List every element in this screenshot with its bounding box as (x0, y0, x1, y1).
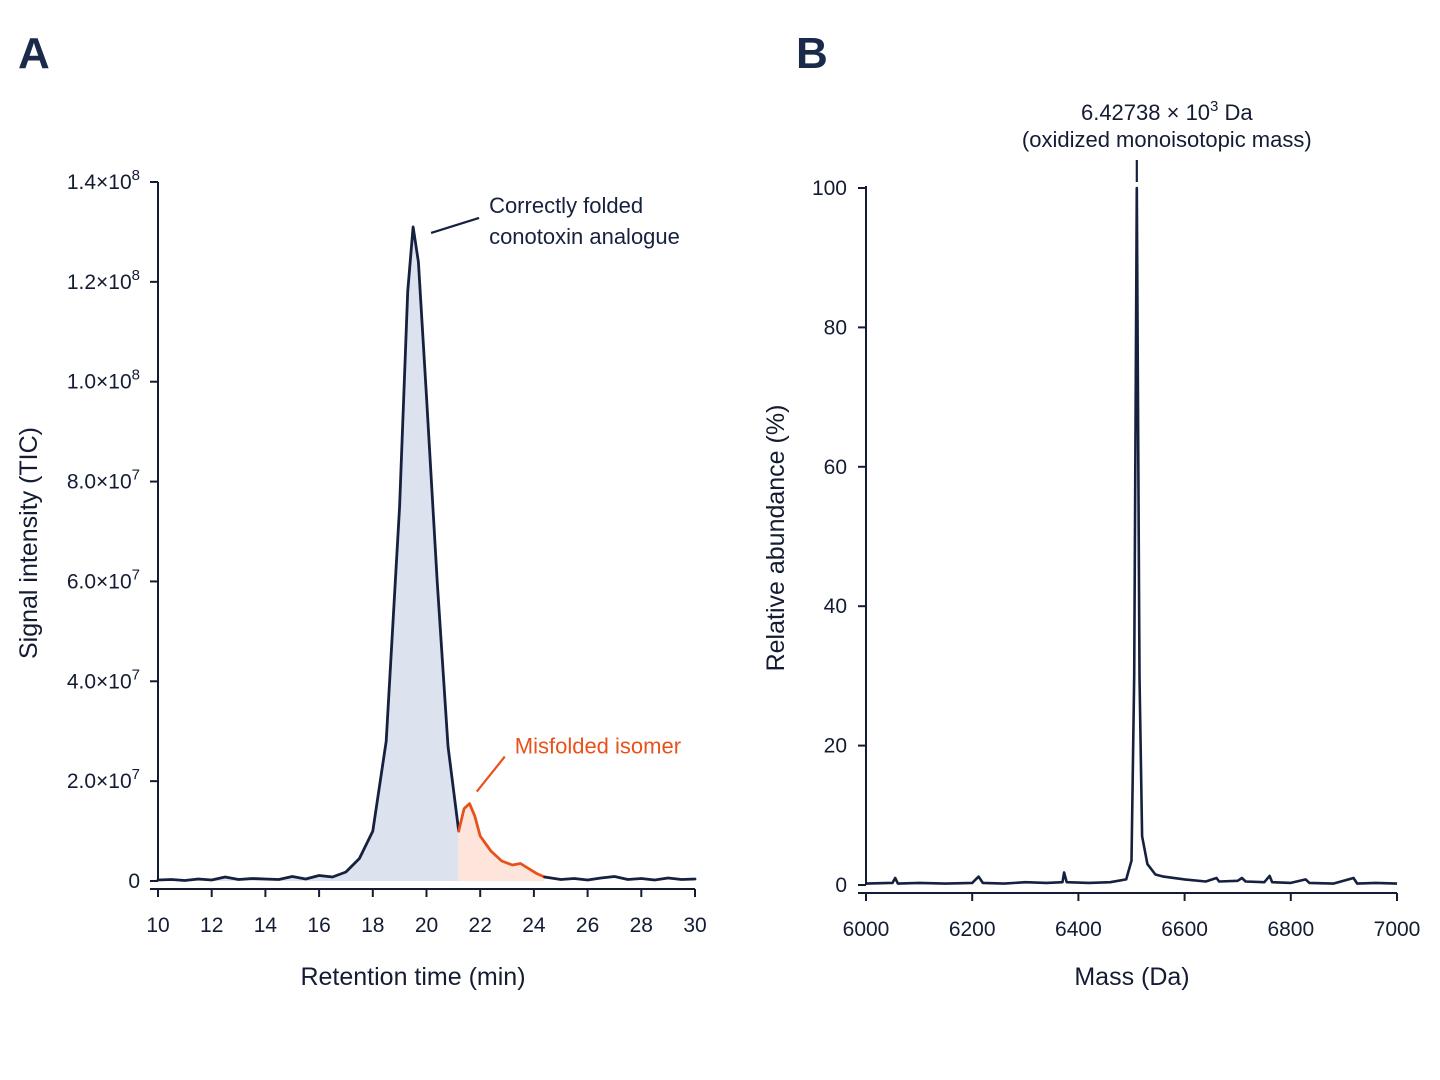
chart-b-peak-mass-label: 6.42738 × 103 Da (1081, 98, 1253, 125)
panel-a-label: A (18, 29, 50, 78)
chart-a-area-1 (458, 803, 545, 881)
chart-b-y-tick-label: 100 (812, 177, 847, 200)
chart-a-x-tick-label: 30 (683, 914, 706, 937)
chart-b-y-tick-label: 80 (824, 316, 847, 339)
chart-a-x-tick-label: 12 (200, 914, 223, 937)
chart-a-annotation-correct-folded: Correctly folded (489, 193, 643, 218)
chart-a-y-tick-label: 6.0×107 (67, 566, 140, 593)
chart-a-x-tick-label: 18 (361, 914, 384, 937)
chart-a-series-line-2 (543, 875, 697, 882)
chart-a-x-tick-label: 14 (254, 914, 278, 937)
chart-a-y-tick-label: 4.0×107 (67, 666, 140, 693)
chart-b-y-tick-label: 20 (824, 735, 847, 758)
chart-a-x-tick-label: 28 (630, 914, 653, 937)
chart-a-annotation-correct-folded: conotoxin analogue (489, 224, 680, 249)
chart-a-series-line-0 (156, 225, 461, 882)
chart-b-x-tick-label: 7000 (1374, 918, 1421, 941)
chart-a-annotation-misfolded: Misfolded isomer (515, 734, 681, 759)
chart-a: 10 12 14 16 18 20 22 24 26 28 30 0 2.0×107 4.0×107 6.0… (15, 167, 707, 991)
chart-a-x-tick-label: 24 (522, 914, 546, 937)
chart-a-x-axis-title: Retention time (min) (300, 963, 525, 991)
chart-a-annotation-leader (475, 755, 506, 793)
chart-a-y-tick-label: 1.2×108 (67, 267, 140, 294)
chart-b-x-tick-label: 6400 (1055, 918, 1102, 941)
chart-a-y-axis-title: Signal intensity (TIC) (15, 427, 43, 659)
chart-a-x-tick-label: 20 (415, 914, 438, 937)
chart-b-x-tick-label: 6000 (843, 918, 890, 941)
chart-b-x-tick-label: 6200 (949, 918, 996, 941)
chart-a-x-tick-label: 10 (146, 914, 169, 937)
chart-b-y-tick-label: 40 (824, 595, 847, 618)
chart-a-x-tick-label: 22 (469, 914, 492, 937)
chart-a-y-tick-label: 1.4×108 (67, 167, 140, 194)
chart-b-x-tick-label: 6600 (1161, 918, 1208, 941)
panel-b-label: B (796, 29, 828, 78)
chart-b-y-axis-title: Relative abundance (%) (762, 405, 790, 672)
chart-b: 6000 6200 6400 6600 6800 7000 0 20 40 60 80 100 Mas… (762, 98, 1420, 991)
chart-b-series-line-0 (865, 186, 1398, 885)
chart-b-y-tick-label: 60 (824, 456, 847, 479)
chart-a-y-tick-label: 0 (128, 870, 140, 893)
chart-a-y-tick-label: 1.0×108 (67, 367, 140, 394)
chart-a-series-line-1 (457, 802, 546, 879)
chart-b-x-tick-label: 6800 (1267, 918, 1314, 941)
chart-a-x-tick-label: 16 (307, 914, 330, 937)
chart-b-peak-mass-note: (oxidized monoisotopic mass) (1022, 127, 1312, 152)
chart-a-y-tick-label: 2.0×107 (67, 766, 140, 793)
chart-b-y-tick-label: 0 (835, 874, 847, 897)
chart-a-x-tick-label: 26 (576, 914, 599, 937)
chart-b-x-axis-title: Mass (Da) (1074, 963, 1189, 991)
chart-a-y-tick-label: 8.0×107 (67, 467, 140, 494)
chart-a-annotation-leader (430, 216, 480, 234)
chart-a-area-0 (158, 226, 459, 881)
